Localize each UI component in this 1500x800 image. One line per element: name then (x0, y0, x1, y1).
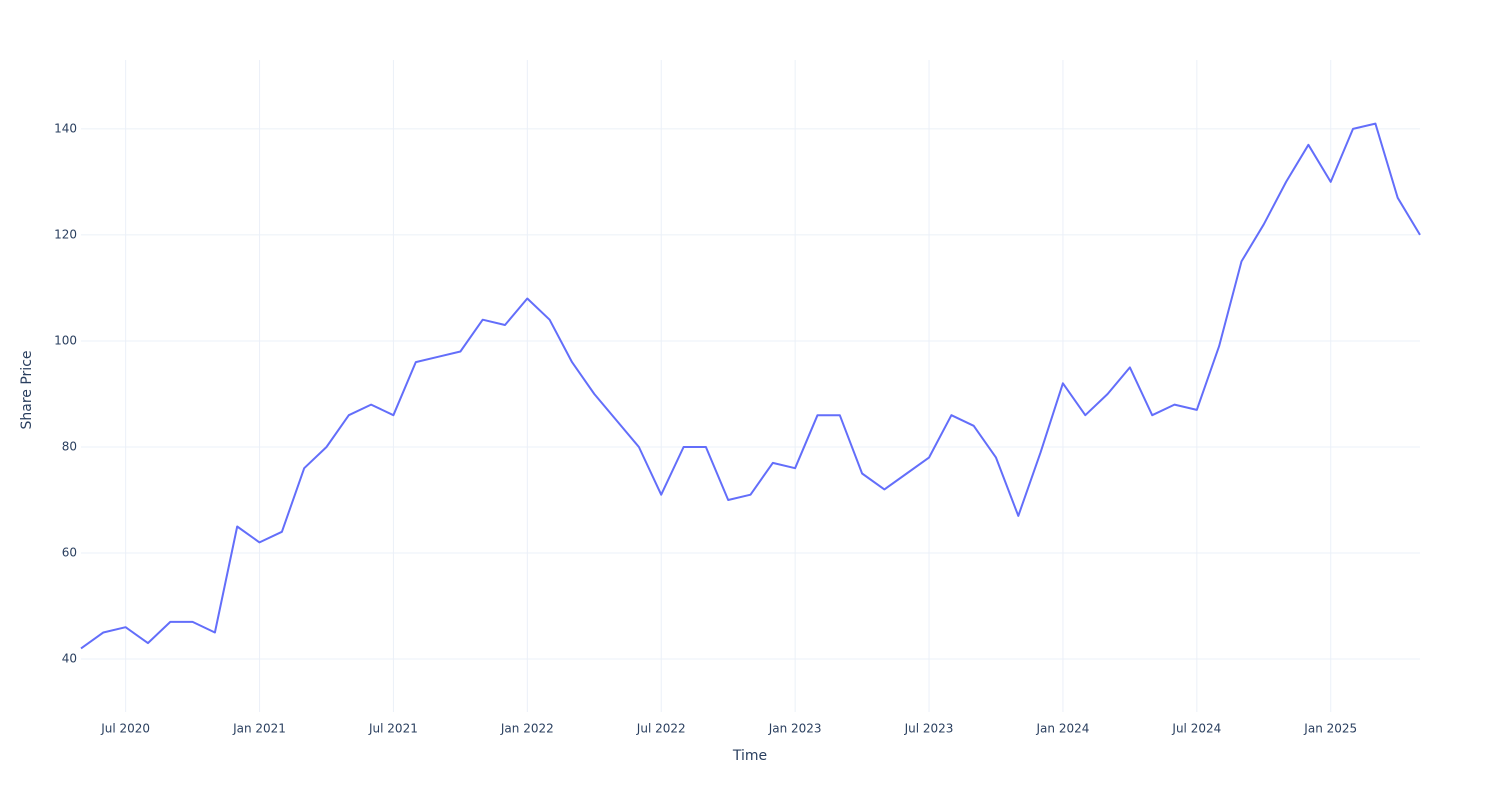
x-tick-label: Jan 2022 (500, 722, 554, 736)
y-tick-label: 100 (54, 333, 77, 347)
x-tick-label: Jul 2024 (1171, 722, 1221, 736)
x-axis-title: Time (732, 748, 767, 764)
x-tick-label: Jan 2023 (768, 722, 822, 736)
y-axis-title: Share Price (19, 350, 35, 429)
y-tick-label: 120 (54, 227, 77, 241)
y-tick-label: 60 (62, 545, 77, 559)
x-tick-label: Jul 2022 (636, 722, 686, 736)
y-tick-label: 140 (54, 121, 77, 135)
grid (81, 60, 1420, 712)
x-tick-label: Jan 2024 (1036, 722, 1090, 736)
x-tick-label: Jul 2021 (368, 722, 418, 736)
x-tick-label: Jul 2023 (904, 722, 954, 736)
y-tick-label: 40 (62, 651, 77, 665)
x-tick-label: Jul 2020 (100, 722, 150, 736)
x-tick-label: Jan 2021 (232, 722, 286, 736)
x-tick-label: Jan 2025 (1303, 722, 1357, 736)
price-line (80, 122, 1421, 650)
y-tick-label: 80 (62, 439, 77, 453)
